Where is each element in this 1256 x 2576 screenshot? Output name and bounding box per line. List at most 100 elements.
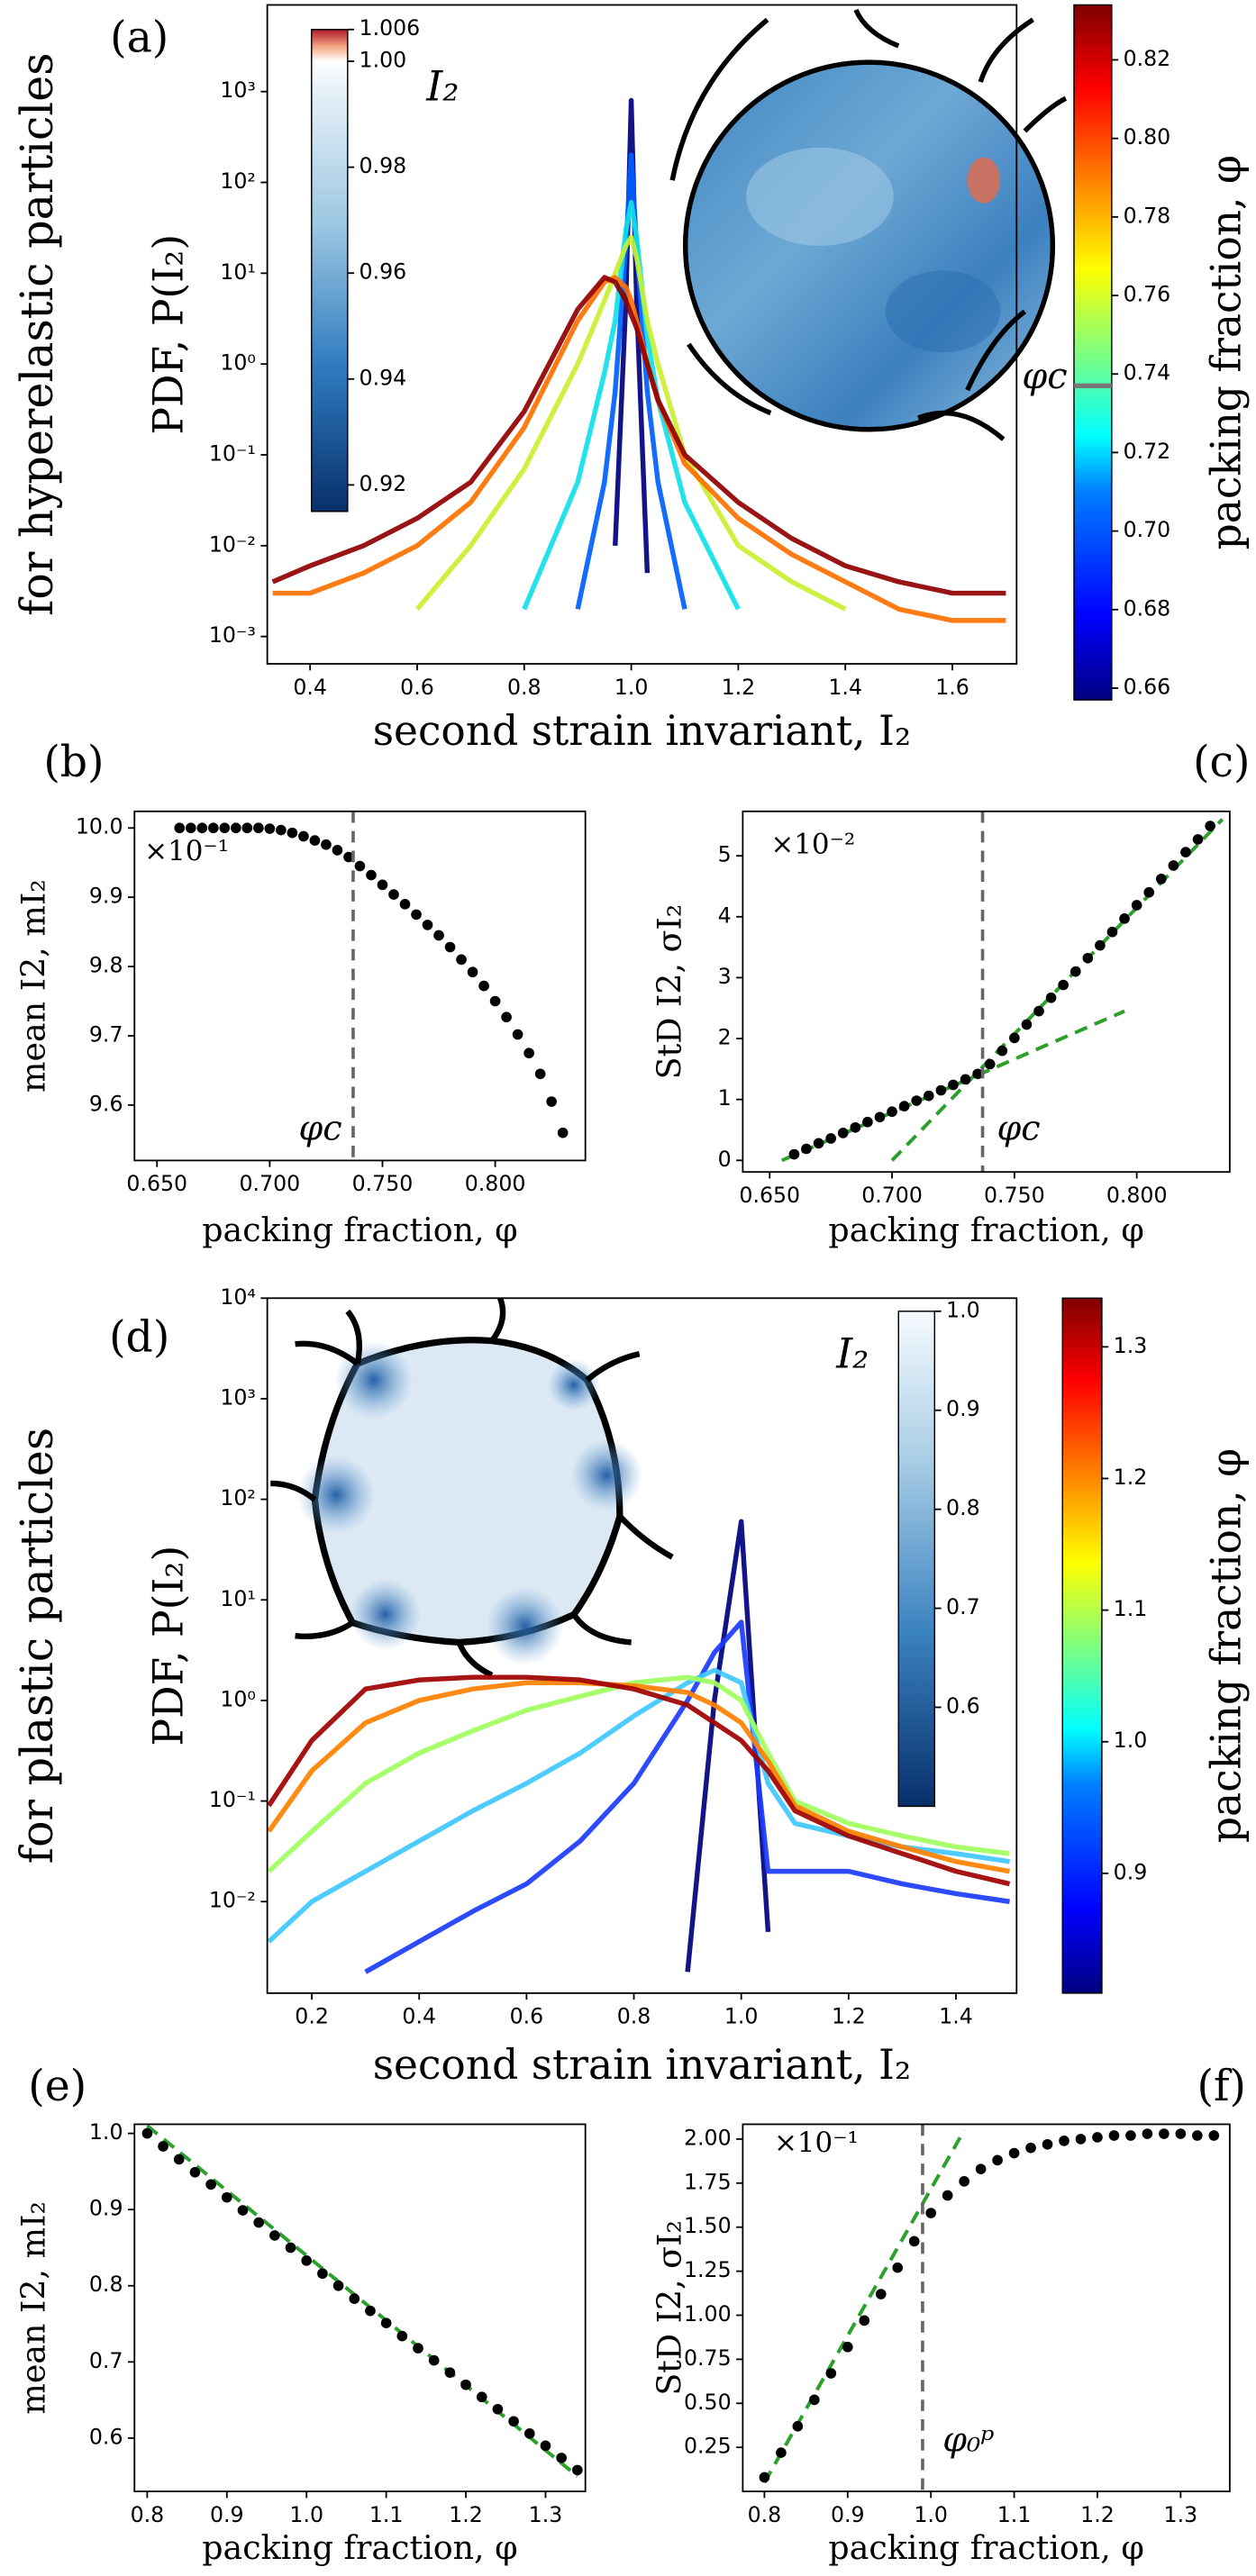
colorbar [897, 1311, 936, 1808]
x-tick-label: 0.9 [831, 2502, 865, 2527]
data-point [534, 1068, 546, 1080]
data-point [1075, 2134, 1087, 2145]
y-axis-label: PDF, P(I₂) [145, 1546, 193, 1746]
data-point [1042, 2138, 1053, 2150]
y-tick-label: 10⁰ [220, 1686, 256, 1711]
data-point [456, 954, 467, 966]
x-tick-label: 0.2 [295, 2004, 329, 2029]
y-axis-label: PDF, P(I₂) [145, 234, 193, 435]
colorbar-tick-label: 0.98 [360, 153, 407, 178]
pdf-curve [414, 234, 847, 612]
x-tick-label: 0.8 [748, 2502, 782, 2527]
plot-frame [266, 1297, 1018, 1994]
y-tick-label: 2 [718, 1025, 732, 1050]
x-tick-label: 1.3 [529, 2502, 563, 2527]
x-tick-label: 0.750 [352, 1171, 414, 1196]
data-point [1125, 2130, 1136, 2141]
data-point [478, 980, 489, 992]
x-axis-label: second strain invariant, I₂ [373, 2041, 912, 2089]
data-point [972, 1068, 983, 1080]
y-tick-label: 10⁻³ [209, 622, 256, 648]
data-point [842, 2341, 853, 2353]
x-tick-label: 1.0 [614, 675, 649, 700]
data-point [809, 2394, 820, 2406]
data-point [413, 2343, 423, 2354]
data-point [399, 899, 411, 910]
colorbar-tick-label: 1.1 [1114, 1596, 1148, 1621]
y-tick-label: 0.25 [684, 2434, 732, 2459]
y-tick-label: 9.6 [89, 1091, 123, 1116]
x-tick-label: 1.6 [935, 675, 969, 700]
data-point [1192, 834, 1204, 845]
y-tick-label: 10.0 [76, 814, 123, 839]
colorbar-tick-label: 0.66 [1124, 674, 1171, 699]
data-point [540, 2440, 551, 2452]
x-tick-label: 0.4 [402, 2004, 436, 2029]
data-point [501, 1011, 512, 1023]
data-point [1168, 860, 1179, 871]
pdf-curve [271, 275, 1006, 596]
particle-inset [270, 1297, 674, 1678]
data-point [185, 822, 196, 834]
data-point [433, 930, 444, 941]
panel-label: (d) [109, 1313, 169, 1363]
data-point [332, 845, 343, 856]
data-point [1025, 2142, 1036, 2154]
colorbar-tick-label: 0.92 [360, 471, 407, 496]
data-point [253, 822, 264, 834]
x-tick-label: 0.8 [131, 2502, 165, 2527]
data-point [984, 1058, 996, 1070]
colorbar-tick-label: 0.9 [946, 1396, 980, 1421]
data-point [219, 822, 231, 834]
y-tick-label: 10⁴ [220, 1284, 256, 1310]
colorbar-tick-label: 1.0 [1114, 1728, 1148, 1753]
colorbar-tick-label: 0.7 [946, 1594, 980, 1619]
data-point [411, 909, 422, 921]
data-point [1208, 2130, 1220, 2141]
x-tick-label: 1.2 [832, 2004, 866, 2029]
data-point [298, 830, 309, 842]
pdf-curve [267, 1674, 1011, 1887]
x-tick-label: 0.8 [617, 2004, 651, 2029]
data-point [862, 1116, 873, 1128]
pdf-curve [613, 97, 651, 574]
panel-label: (b) [43, 738, 104, 787]
colorbar-tick-label: 1.3 [1114, 1333, 1148, 1358]
colorbar-tick-label: 0.74 [1124, 360, 1171, 385]
x-tick-label: 1.1 [369, 2502, 404, 2527]
data-point [825, 2368, 837, 2379]
data-point [911, 1095, 923, 1106]
data-point [1021, 1019, 1033, 1030]
plot-frame [742, 2123, 1231, 2493]
colorbar-label: packing fraction, φ [1202, 155, 1250, 549]
x-tick-label: 0.700 [240, 1171, 301, 1196]
data-point [343, 851, 354, 863]
y-tick-label: 9.9 [89, 884, 123, 909]
data-point [997, 1045, 1008, 1057]
data-point [825, 1133, 836, 1144]
colorbar-tick-label: 0.82 [1124, 46, 1171, 71]
x-tick-label: 0.650 [739, 1183, 800, 1208]
data-point [269, 2230, 280, 2241]
data-point [377, 879, 388, 891]
data-point [556, 2453, 567, 2463]
data-point [923, 1090, 934, 1102]
data-point [898, 1101, 910, 1111]
x-tick-label: 1.0 [724, 2004, 759, 2029]
data-point [1069, 966, 1081, 977]
data-point [1159, 2128, 1170, 2139]
x-tick-label: 1.0 [289, 2502, 323, 2527]
y-tick-label: 4 [718, 903, 732, 928]
panel-label: (e) [28, 2062, 86, 2111]
panel-label: (f) [1197, 2062, 1246, 2111]
plot-frame [266, 4, 1018, 665]
data-point [1155, 874, 1167, 884]
y-tick-label: 0.7 [89, 2348, 123, 2373]
panel-label: (a) [110, 13, 168, 62]
y-tick-label: 1.75 [684, 2169, 732, 2194]
colorbar-tick-label: 0.76 [1124, 282, 1171, 307]
y-tick-label: 10¹ [220, 259, 256, 285]
data-point [492, 2403, 504, 2415]
data-point [237, 2205, 249, 2216]
